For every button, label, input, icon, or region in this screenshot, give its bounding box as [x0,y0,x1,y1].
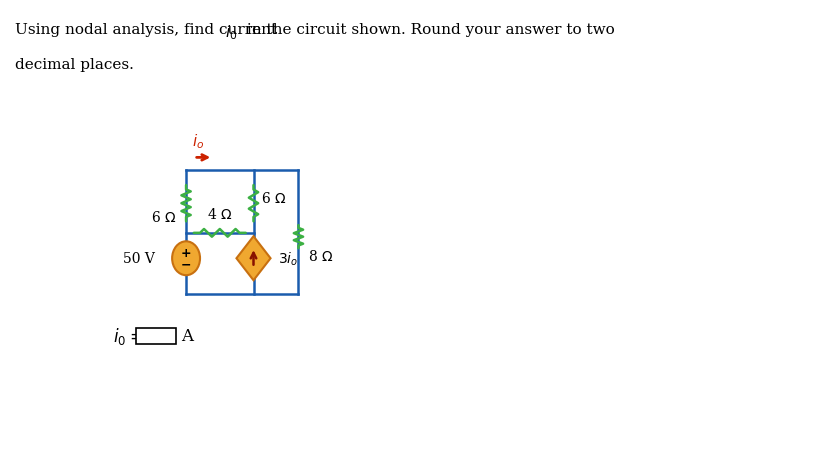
Text: decimal places.: decimal places. [15,57,133,71]
Text: $i_o$: $i_o$ [192,132,205,151]
Text: $i_0$: $i_0$ [225,23,238,42]
Text: in the circuit shown. Round your answer to two: in the circuit shown. Round your answer … [242,23,614,37]
Text: 4 $\Omega$: 4 $\Omega$ [207,206,233,221]
Polygon shape [237,237,270,280]
Text: Using nodal analysis, find current: Using nodal analysis, find current [15,23,282,37]
Text: $=$: $=$ [125,327,143,344]
Ellipse shape [172,242,200,275]
Text: 50 V: 50 V [123,252,155,266]
Text: 6 $\Omega$: 6 $\Omega$ [152,210,177,224]
Text: $3i_o$: $3i_o$ [278,250,298,267]
Text: +: + [181,246,192,259]
Text: 6 $\Omega$: 6 $\Omega$ [261,190,287,206]
Text: $i_0$: $i_0$ [113,325,126,346]
Text: A: A [181,327,192,344]
Text: 8 $\Omega$: 8 $\Omega$ [308,249,333,264]
FancyBboxPatch shape [136,329,176,344]
Text: −: − [181,258,192,271]
